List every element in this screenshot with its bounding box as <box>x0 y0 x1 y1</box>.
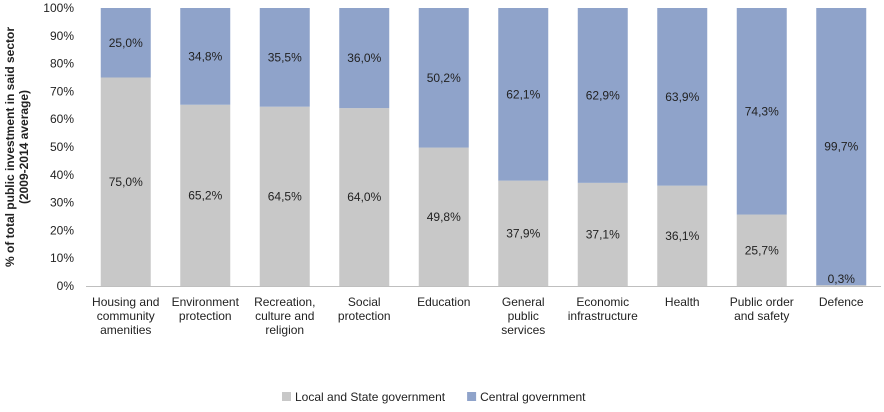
category-label: Public order and safety <box>730 295 794 323</box>
y-axis-ticks: 0% 10% 20% 30% 40% 50% 60% 70% 80% 90% 100% <box>43 1 74 293</box>
bar-segment <box>418 8 469 148</box>
bar-segment <box>259 106 310 286</box>
bar-segment <box>100 8 151 78</box>
bar-segment <box>498 8 549 181</box>
y-tick-label: 30% <box>50 196 74 210</box>
bar-segment <box>339 8 390 109</box>
data-label: 37,9% <box>506 226 540 240</box>
data-label: 25,7% <box>745 243 779 257</box>
bar-segment <box>259 8 310 107</box>
data-label: 64,0% <box>347 190 381 204</box>
category-label: Social protection <box>338 295 391 323</box>
bar-segment <box>180 104 231 286</box>
y-axis-title: % of total public investment in said sec… <box>3 27 31 267</box>
data-label: 62,1% <box>506 87 540 101</box>
data-label: 63,9% <box>665 90 699 104</box>
category-labels: Housing and community amenities Environment… <box>92 295 864 337</box>
legend-swatch <box>467 392 477 401</box>
data-label: 49,8% <box>427 210 461 224</box>
data-label: 36,0% <box>347 51 381 65</box>
y-tick-label: 40% <box>50 168 74 182</box>
bar-segment <box>180 8 231 105</box>
data-label: 74,3% <box>745 104 779 118</box>
y-tick-label: 60% <box>50 112 74 126</box>
data-label: 75,0% <box>109 175 143 189</box>
y-tick-label: 10% <box>50 251 74 265</box>
bar-segment <box>498 180 549 286</box>
y-tick-label: 0% <box>57 279 75 293</box>
y-tick-label: 20% <box>50 223 74 237</box>
data-label: 62,9% <box>586 88 620 102</box>
bar-segment <box>100 77 151 286</box>
legend-label: Local and State government <box>295 390 446 404</box>
category-label: General public services <box>501 295 545 337</box>
data-label: 37,1% <box>586 227 620 241</box>
bar-segment <box>418 147 469 286</box>
data-label: 25,0% <box>109 36 143 50</box>
bar-segment <box>657 185 708 286</box>
data-label: 0,3% <box>828 272 856 286</box>
data-label: 34,8% <box>188 49 222 63</box>
category-label: Defence <box>819 295 864 309</box>
legend-label: Central government <box>480 390 586 404</box>
bars <box>100 8 867 286</box>
category-label: Environment protection <box>172 295 240 323</box>
y-axis-title-line: % of total public investment in said sec… <box>3 27 17 267</box>
legend-swatch <box>282 392 291 401</box>
legend: Local and State government Central govern… <box>282 390 586 404</box>
bar-segment <box>657 8 708 186</box>
bar-segment <box>736 214 787 286</box>
y-tick-label: 80% <box>50 57 74 71</box>
y-tick-label: 50% <box>50 140 74 154</box>
bar-segment <box>577 182 628 286</box>
category-label: Health <box>665 295 700 309</box>
bar-segment <box>816 8 867 286</box>
y-axis-title-line: (2009-2014 average) <box>17 90 31 204</box>
bar-segment <box>339 108 390 286</box>
data-label: 36,1% <box>665 229 699 243</box>
y-tick-label: 90% <box>50 29 74 43</box>
category-label: Education <box>417 295 470 309</box>
data-label: 50,2% <box>427 71 461 85</box>
category-label: Economic infrastructure <box>568 295 638 323</box>
data-labels: 75,0% 25,0% 65,2% 34,8% 64,5% 35,5% 64,0% 36,0%… <box>109 36 859 286</box>
y-tick-label: 70% <box>50 84 74 98</box>
bar-segment <box>816 285 867 286</box>
y-tick-label: 100% <box>43 1 74 15</box>
bar-segment <box>736 8 787 215</box>
data-label: 65,2% <box>188 188 222 202</box>
data-label: 99,7% <box>824 140 858 154</box>
bar-segment <box>577 8 628 183</box>
data-label: 35,5% <box>268 50 302 64</box>
category-label: Housing and community amenities <box>92 295 159 337</box>
category-label: Recreation, culture and religion <box>254 295 315 337</box>
data-label: 64,5% <box>268 189 302 203</box>
